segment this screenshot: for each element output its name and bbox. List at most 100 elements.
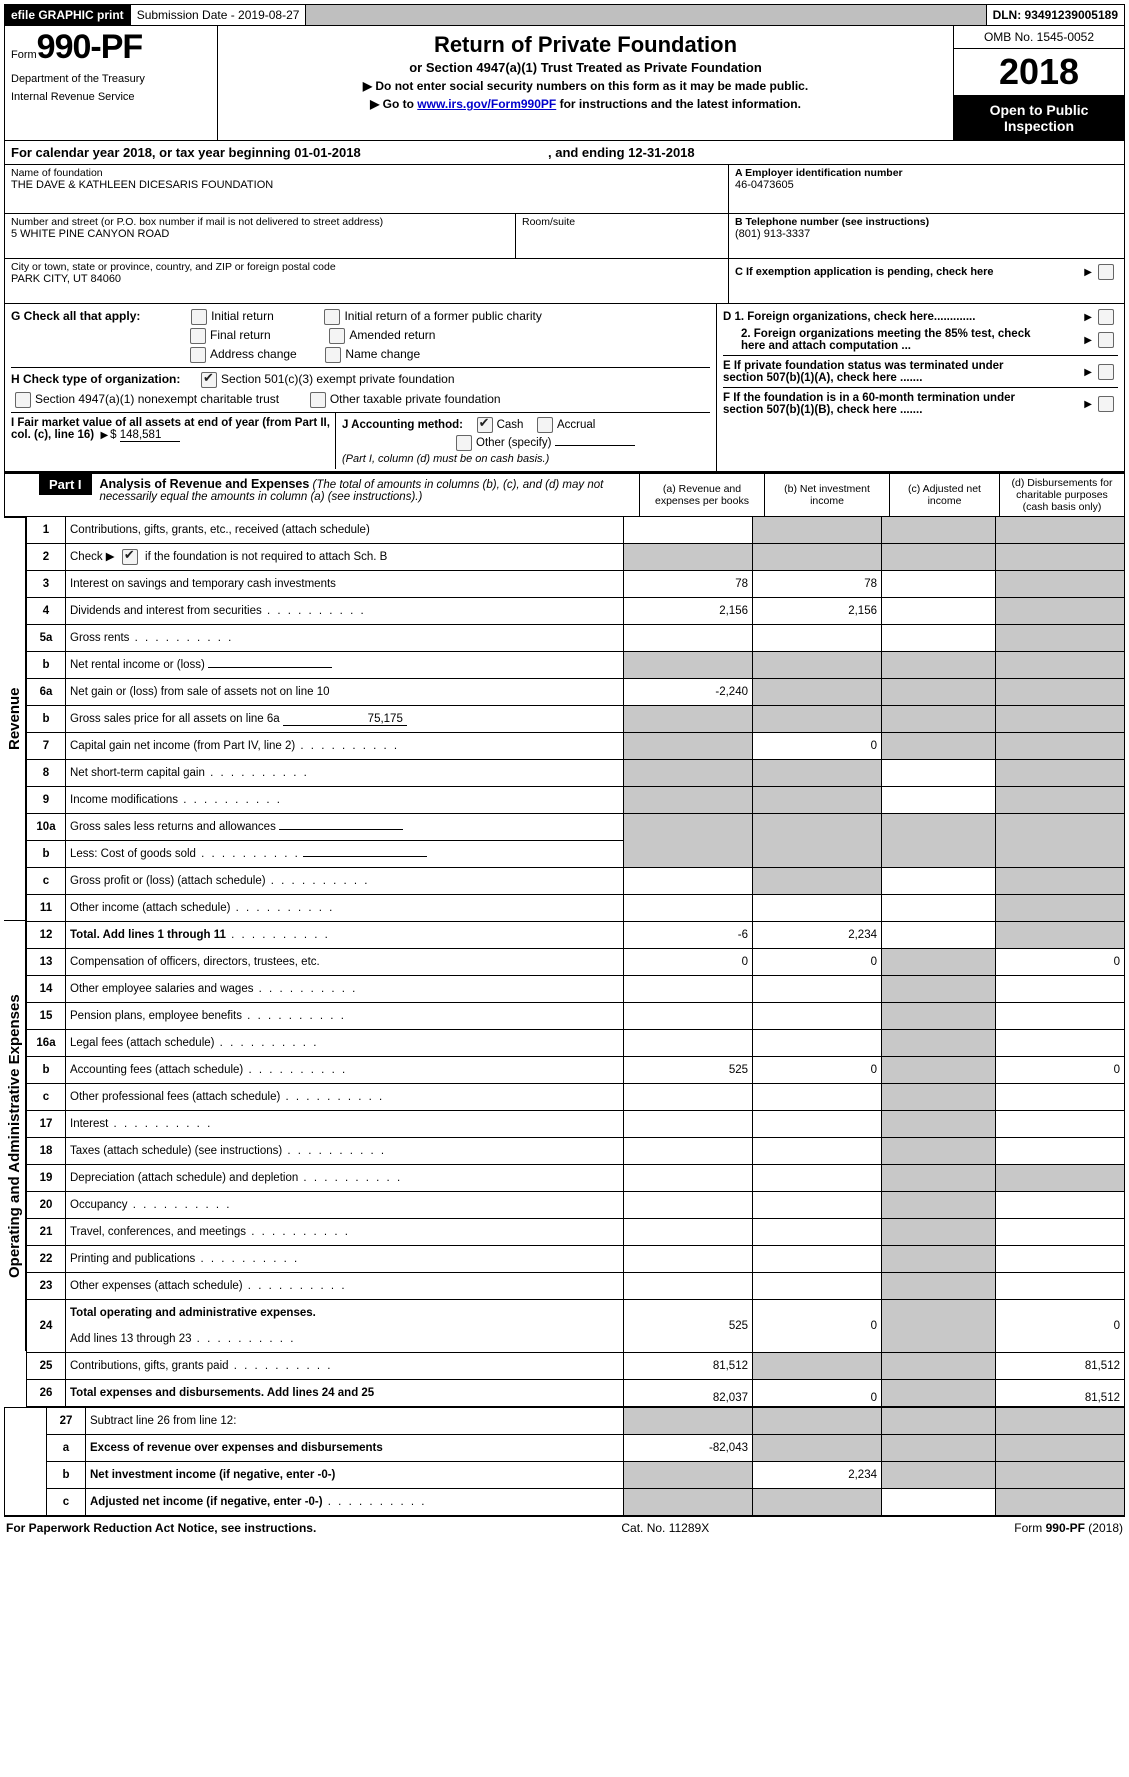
opt-501c3: Section 501(c)(3) exempt private foundat… <box>221 372 454 386</box>
chk-address-change[interactable] <box>190 347 206 363</box>
line-23: 23Other expenses (attach schedule) <box>27 1273 1125 1300</box>
chk-d2[interactable] <box>1098 332 1114 348</box>
footer-right: Form 990-PF (2018) <box>1014 1521 1123 1535</box>
line6b-d: Gross sales price for all assets on line… <box>70 713 280 725</box>
col-a-hdr: (a) Revenue and expenses per books <box>639 474 764 516</box>
j-note: (Part I, column (d) must be on cash basi… <box>342 453 704 465</box>
chk-amended[interactable] <box>329 328 345 344</box>
d2-row: 2. Foreign organizations meeting the 85%… <box>723 328 1118 352</box>
line15-d: Pension plans, employee benefits <box>70 1010 242 1022</box>
line-16b: bAccounting fees (attach schedule)52500 <box>27 1057 1125 1084</box>
d2-label: 2. Foreign organizations meeting the 85%… <box>741 328 1031 352</box>
line-18: 18Taxes (attach schedule) (see instructi… <box>27 1138 1125 1165</box>
d1-row: D 1. Foreign organizations, check here..… <box>723 309 1118 325</box>
fmv-value: 148,581 <box>120 429 180 442</box>
top-bar: efile GRAPHIC print Submission Date - 20… <box>4 4 1125 26</box>
line27a-d: Excess of revenue over expenses and disb… <box>90 1442 383 1454</box>
g-row3: Address change Name change <box>11 347 710 363</box>
line16c-d: Other professional fees (attach schedule… <box>70 1091 280 1103</box>
opt-amended: Amended return <box>349 328 435 342</box>
e-label: E If private foundation status was termi… <box>723 360 1004 384</box>
goto-note: ▶ Go to www.irs.gov/Form990PF for instru… <box>224 97 947 111</box>
j-label: J Accounting method: <box>342 419 463 431</box>
line-1: 1Contributions, gifts, grants, etc., rec… <box>27 517 1125 544</box>
chk-501c3[interactable] <box>201 372 217 388</box>
line7-d: Capital gain net income (from Part IV, l… <box>70 740 295 752</box>
line25-d: Contributions, gifts, grants paid <box>70 1360 229 1372</box>
line10b-d: Less: Cost of goods sold <box>70 848 196 860</box>
header-mid: Return of Private Foundation or Section … <box>218 26 953 140</box>
line-13: 13Compensation of officers, directors, t… <box>27 949 1125 976</box>
lines-wrap: 1Contributions, gifts, grants, etc., rec… <box>26 517 1125 1407</box>
chk-initial-return[interactable] <box>191 309 207 325</box>
cal-year-begin: For calendar year 2018, or tax year begi… <box>11 145 361 160</box>
line18-d: Taxes (attach schedule) (see instruction… <box>70 1145 282 1157</box>
arrow-icon <box>1084 311 1094 323</box>
irs-link[interactable]: www.irs.gov/Form990PF <box>417 97 556 111</box>
side-opex: Operating and Administrative Expenses <box>4 920 26 1351</box>
arrow-icon <box>1084 366 1094 378</box>
line-4: 4Dividends and interest from securities2… <box>27 598 1125 625</box>
goto-pre: ▶ Go to <box>370 97 417 111</box>
name-label: Name of foundation <box>11 167 722 179</box>
h-row: H Check type of organization: Section 50… <box>11 367 710 388</box>
street-cell: Number and street (or P.O. box number if… <box>5 214 516 259</box>
g-row: G Check all that apply: Initial return I… <box>11 309 710 325</box>
line-17: 17Interest <box>27 1111 1125 1138</box>
chk-d1[interactable] <box>1098 309 1114 325</box>
ssn-note: ▶ Do not enter social security numbers o… <box>224 79 947 93</box>
phone-cell: B Telephone number (see instructions) (8… <box>729 214 1124 259</box>
calendar-year-row: For calendar year 2018, or tax year begi… <box>4 141 1125 165</box>
entity-right: A Employer identification number 46-0473… <box>728 165 1124 303</box>
chk-e[interactable] <box>1098 364 1114 380</box>
tax-year: 2018 <box>954 49 1124 96</box>
page-footer: For Paperwork Reduction Act Notice, see … <box>4 1516 1125 1539</box>
g-label: G Check all that apply: <box>11 309 140 323</box>
line9-d: Income modifications <box>70 794 178 806</box>
line6b-val: 75,175 <box>283 713 407 726</box>
opt-cash: Cash <box>497 419 524 431</box>
line-12: 12Total. Add lines 1 through 11-62,234 <box>27 922 1125 949</box>
arrow-icon <box>1084 334 1094 346</box>
chk-sch-b[interactable] <box>122 549 138 565</box>
line26-d: Total expenses and disbursements. Add li… <box>70 1387 374 1399</box>
line23-d: Other expenses (attach schedule) <box>70 1280 243 1292</box>
dept-treasury: Department of the Treasury <box>11 73 211 85</box>
line2-post: if the foundation is not required to att… <box>142 551 388 563</box>
phone-label: B Telephone number (see instructions) <box>735 216 929 228</box>
form-number: Form990-PF <box>11 28 211 67</box>
chk-other-taxable[interactable] <box>310 392 326 408</box>
line17-d: Interest <box>70 1118 108 1130</box>
header-left: Form990-PF Department of the Treasury In… <box>5 26 218 140</box>
chk-cash[interactable] <box>477 417 493 433</box>
chk-final-return[interactable] <box>190 328 206 344</box>
line27b-d: Net investment income (if negative, ente… <box>90 1469 335 1481</box>
line-24: 24Total operating and administrative exp… <box>27 1300 1125 1327</box>
dln: DLN: 93491239005189 <box>987 5 1124 25</box>
line-5a: 5aGross rents <box>27 625 1125 652</box>
section-ghij-def: G Check all that apply: Initial return I… <box>4 304 1125 472</box>
line12-d: Total. Add lines 1 through 11 <box>70 929 226 941</box>
chk-name-change[interactable] <box>325 347 341 363</box>
line-20: 20Occupancy <box>27 1192 1125 1219</box>
line-26: 26Total expenses and disbursements. Add … <box>27 1380 1125 1407</box>
cal-year-end: , and ending 12-31-2018 <box>548 145 695 160</box>
i-cell: I Fair market value of all assets at end… <box>11 413 335 469</box>
line-6b: bGross sales price for all assets on lin… <box>27 706 1125 733</box>
chk-f[interactable] <box>1098 396 1114 412</box>
arrow-icon <box>1084 266 1094 278</box>
lines-table: 1Contributions, gifts, grants, etc., rec… <box>26 517 1125 1407</box>
pending-checkbox[interactable] <box>1098 264 1114 280</box>
chk-accrual[interactable] <box>537 417 553 433</box>
room-label: Room/suite <box>522 216 722 228</box>
part1-body: Revenue Operating and Administrative Exp… <box>4 517 1125 1407</box>
phone-value: (801) 913-3337 <box>735 228 1118 240</box>
line2-pre: Check ▶ <box>70 551 115 563</box>
chk-other-method[interactable] <box>456 435 472 451</box>
opt-other-taxable: Other taxable private foundation <box>330 392 501 406</box>
chk-initial-former[interactable] <box>324 309 340 325</box>
city-value: PARK CITY, UT 84060 <box>11 273 722 285</box>
chk-4947[interactable] <box>15 392 31 408</box>
opt-name-change: Name change <box>345 347 420 361</box>
line-10c: cGross profit or (loss) (attach schedule… <box>27 868 1125 895</box>
